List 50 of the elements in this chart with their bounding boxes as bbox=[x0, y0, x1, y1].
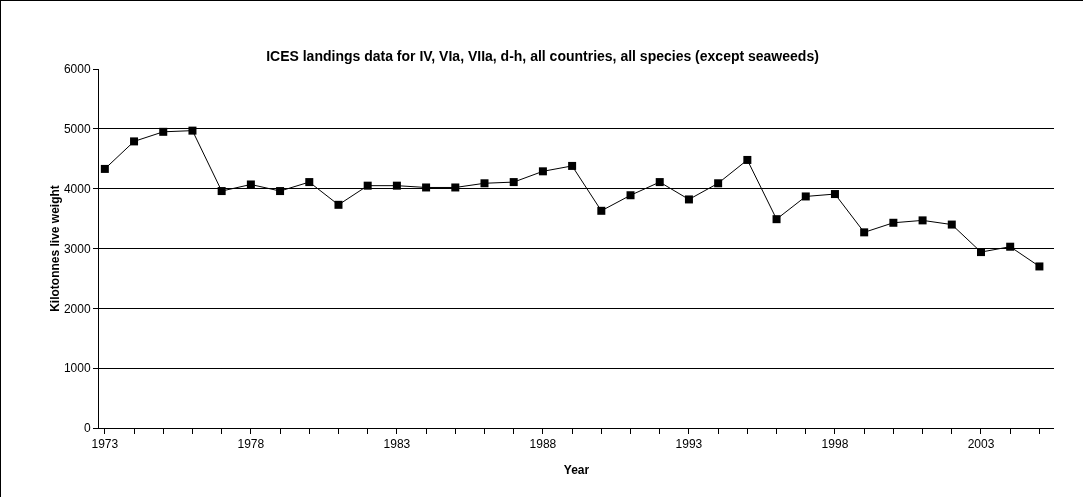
point bbox=[1035, 262, 1044, 271]
x-tick-label: 1988 bbox=[529, 437, 557, 452]
point bbox=[655, 178, 664, 187]
point bbox=[246, 180, 255, 189]
point bbox=[480, 179, 489, 188]
y-tick-label: 6000 bbox=[63, 62, 91, 77]
point bbox=[918, 216, 927, 225]
x-tick-label: 1973 bbox=[91, 437, 119, 452]
point bbox=[217, 187, 226, 196]
point bbox=[772, 215, 781, 224]
y-axis-title: Kilotonnes live weight bbox=[47, 185, 62, 312]
point bbox=[130, 137, 139, 146]
y-tick-label: 5000 bbox=[63, 122, 91, 137]
point bbox=[1006, 242, 1015, 251]
point bbox=[626, 191, 635, 200]
point bbox=[714, 179, 723, 188]
point bbox=[276, 187, 285, 196]
x-tick-label: 1998 bbox=[821, 437, 849, 452]
point bbox=[334, 200, 343, 209]
point bbox=[100, 164, 109, 173]
point bbox=[392, 181, 401, 190]
y-tick-label: 0 bbox=[83, 421, 91, 436]
point bbox=[188, 126, 197, 135]
x-tick-label: 1993 bbox=[675, 437, 703, 452]
point bbox=[305, 178, 314, 187]
point bbox=[743, 155, 752, 164]
point bbox=[860, 228, 869, 237]
x-tick-label: 1978 bbox=[237, 437, 265, 452]
x-tick-label: 1983 bbox=[383, 437, 411, 452]
point bbox=[597, 206, 606, 215]
x-tick-label: 2003 bbox=[967, 437, 995, 452]
point bbox=[568, 161, 577, 170]
point bbox=[451, 183, 460, 192]
point bbox=[538, 167, 547, 176]
point bbox=[889, 218, 898, 227]
chart-title: ICES landings data for IV, VIa, VIIa, d-h, all countries, all species (except seaweeds) bbox=[266, 47, 819, 64]
point bbox=[830, 190, 839, 199]
point bbox=[159, 127, 168, 136]
point bbox=[976, 248, 985, 257]
y-tick-label: 4000 bbox=[63, 181, 91, 196]
point bbox=[801, 192, 810, 201]
x-axis-title: Year bbox=[563, 463, 590, 477]
point bbox=[947, 220, 956, 229]
point bbox=[509, 178, 518, 187]
point bbox=[422, 183, 431, 192]
point bbox=[363, 181, 372, 190]
y-tick-label: 1000 bbox=[63, 361, 91, 376]
y-tick-label: 3000 bbox=[63, 241, 91, 256]
point bbox=[684, 195, 693, 204]
y-tick-label: 2000 bbox=[63, 301, 91, 316]
